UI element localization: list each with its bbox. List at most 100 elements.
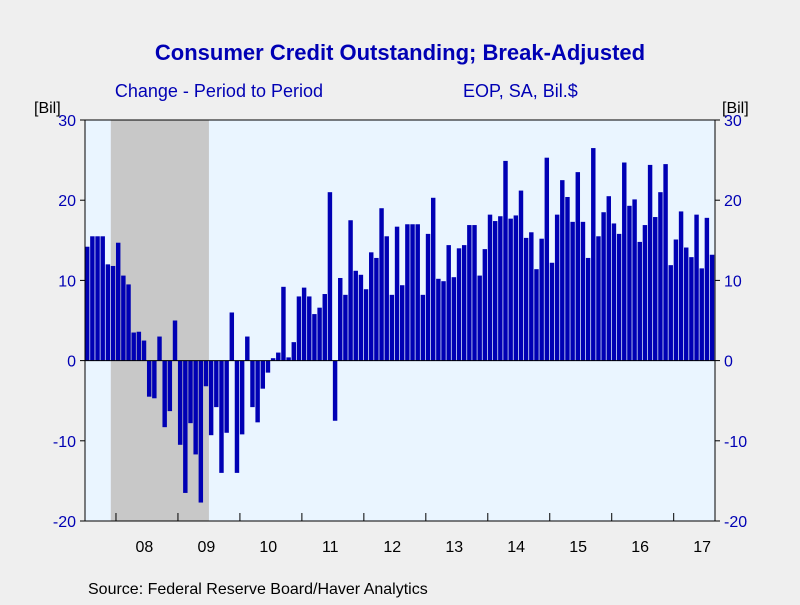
bar: [369, 252, 374, 361]
bar: [317, 307, 322, 361]
bar: [353, 270, 358, 361]
bar: [622, 162, 627, 361]
bar: [363, 289, 369, 361]
bar: [100, 236, 105, 361]
bar: [611, 223, 617, 361]
y-tick-label-left: -20: [53, 514, 76, 531]
bar: [627, 205, 632, 361]
bar: [307, 296, 312, 361]
bar: [596, 236, 601, 361]
bar: [167, 360, 173, 412]
y-tick-label-left: 30: [58, 113, 76, 130]
bar: [560, 180, 565, 361]
bar: [260, 360, 266, 389]
bar: [498, 216, 503, 361]
bar: [188, 360, 193, 424]
bar: [374, 257, 379, 361]
bar: [250, 360, 255, 408]
axes: 30 30 20 20 10 10 0 0 -10 -10 -20 -20 08 09 10 11 12 13 14…: [53, 113, 747, 556]
x-tick-label: 14: [507, 539, 525, 556]
bar: [441, 281, 446, 361]
bar: [85, 246, 90, 361]
bar: [601, 212, 606, 361]
bar: [653, 217, 658, 361]
bar: [482, 249, 488, 361]
bar: [90, 236, 95, 361]
bar: [405, 224, 410, 361]
bar: [115, 242, 121, 361]
bar: [348, 220, 353, 361]
bar: [203, 360, 209, 387]
bar: [224, 360, 229, 433]
bar: [456, 248, 462, 361]
x-tick-label: 10: [259, 539, 277, 556]
bar: [461, 245, 467, 361]
bar: [415, 224, 420, 361]
y-axis-unit-left: [Bil]: [34, 100, 61, 117]
bar: [477, 275, 482, 361]
bar: [358, 274, 364, 361]
bar: [332, 360, 338, 421]
y-tick-label-left: 20: [58, 193, 76, 210]
bar: [570, 221, 575, 361]
bar: [121, 275, 126, 361]
y-tick-label-right: -10: [724, 434, 747, 451]
bar: [157, 336, 162, 361]
bar: [126, 284, 131, 361]
bar: [291, 342, 296, 361]
bar: [343, 294, 348, 361]
bar: [678, 211, 684, 361]
bar: [642, 225, 648, 361]
bar: [265, 360, 271, 373]
bar: [529, 232, 534, 361]
bar: [327, 192, 333, 361]
x-tick-label: 11: [322, 539, 339, 556]
bar: [172, 320, 178, 361]
bar: [255, 360, 260, 423]
bar: [420, 294, 426, 361]
y-tick-label-left: -10: [53, 434, 76, 451]
bar: [214, 360, 219, 408]
bar: [492, 221, 498, 361]
bar: [565, 196, 570, 361]
bar: [647, 164, 653, 361]
bar: [436, 278, 441, 361]
y-axis-unit-right: [Bil]: [722, 100, 749, 117]
x-tick-label: 15: [569, 539, 587, 556]
y-tick-label-right: 30: [724, 113, 742, 130]
plot-frame: [84, 119, 716, 522]
bar-series: [85, 148, 715, 503]
bar: [585, 257, 591, 361]
bar: [694, 214, 699, 361]
bar: [394, 226, 400, 361]
x-tick-label: 08: [135, 539, 153, 556]
bar: [487, 214, 493, 361]
bar: [162, 360, 167, 428]
y-tick-label-right: 10: [724, 273, 742, 290]
bar: [549, 262, 555, 361]
y-tick-label-right: 20: [724, 193, 742, 210]
bar: [208, 360, 214, 436]
y-tick-label-right: -20: [724, 514, 747, 531]
bar: [606, 196, 611, 361]
bar: [684, 247, 689, 361]
bar: [673, 239, 679, 361]
bar: [183, 360, 188, 493]
bar: [95, 236, 100, 361]
bar: [575, 172, 581, 361]
x-tick-label: 13: [445, 539, 463, 556]
bar: [580, 221, 586, 361]
bar: [539, 238, 544, 361]
bar: [322, 294, 327, 361]
bar: [503, 160, 508, 361]
x-tick-label: 12: [383, 539, 401, 556]
bar: [668, 265, 673, 361]
bar: [451, 277, 457, 361]
x-tick-label: 09: [197, 539, 215, 556]
y-tick-label-left: 10: [58, 273, 76, 290]
bar: [239, 360, 245, 435]
bar: [110, 265, 116, 361]
bar: [198, 360, 204, 503]
chart-title: Consumer Credit Outstanding; Break-Adjus…: [155, 40, 645, 65]
